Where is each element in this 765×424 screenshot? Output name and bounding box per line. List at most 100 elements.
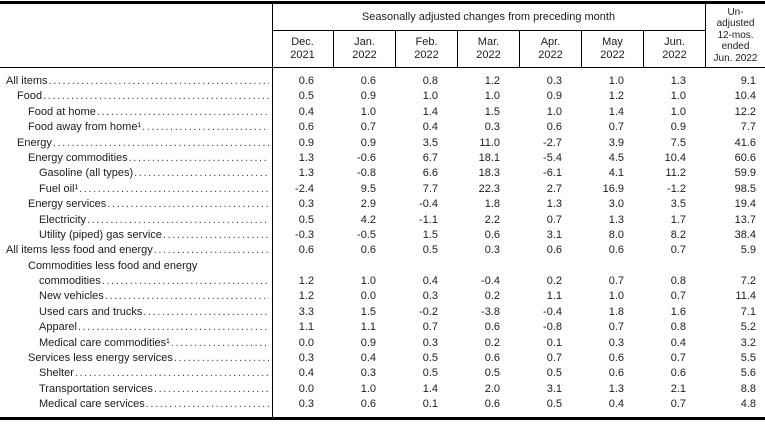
value-cell: 19.4 bbox=[734, 198, 756, 211]
row-label: commodities bbox=[39, 275, 101, 288]
value-cell: 0.6 bbox=[546, 244, 562, 257]
row-label: Utility (piped) gas service bbox=[39, 228, 162, 241]
value-cell: 0.5 bbox=[298, 213, 314, 226]
value-cell: 2.2 bbox=[484, 213, 500, 226]
row-label: New vehicles bbox=[39, 290, 104, 303]
value-cell: 8.8 bbox=[740, 382, 756, 395]
value-cell: 41.6 bbox=[734, 136, 756, 149]
row-label-cell: Gasoline (all types) bbox=[0, 166, 272, 181]
value-cell: 0.8 bbox=[422, 75, 438, 87]
leader-dots bbox=[146, 397, 269, 412]
month-header-dec: Dec. 2021 bbox=[272, 31, 334, 67]
year-label: 2022 bbox=[538, 49, 563, 61]
leader-dots bbox=[174, 351, 269, 366]
leader-dots bbox=[87, 213, 269, 228]
value-cell: 1.1 bbox=[546, 290, 562, 303]
value-cell bbox=[272, 259, 334, 274]
value-cell: 1.2 bbox=[608, 90, 624, 103]
value-cell: 0.0 bbox=[298, 336, 314, 349]
value-cell: 0.6 bbox=[608, 244, 624, 257]
value-cell: 0.6 bbox=[546, 121, 562, 134]
table-row: Apparel 1.1 1.1 0.7 0.6 -0.8 0.7 0.8 5.2 bbox=[0, 320, 765, 335]
table-rule-bottom bbox=[0, 417, 765, 420]
value-cell: 7.1 bbox=[740, 305, 756, 318]
value-cell: 0.7 bbox=[608, 321, 624, 334]
row-label-cell: Services less energy services bbox=[0, 351, 272, 366]
value-cell: 0.7 bbox=[360, 121, 376, 134]
table-row: Fuel oil¹ -2.4 9.5 7.7 22.3 2.7 16.9 -1.2 98.5 bbox=[0, 182, 765, 197]
value-cell: 1.6 bbox=[670, 305, 686, 318]
value-cell: -0.8 bbox=[357, 167, 376, 180]
leader-dots bbox=[43, 89, 269, 104]
value-cell: 1.4 bbox=[422, 105, 438, 118]
value-cell: 0.7 bbox=[546, 352, 562, 365]
value-cell: 1.8 bbox=[608, 305, 624, 318]
value-cell: 1.3 bbox=[608, 382, 624, 395]
value-cell: 0.5 bbox=[484, 367, 500, 380]
unadjusted-header-line: Un- bbox=[727, 6, 744, 18]
value-cell bbox=[520, 259, 582, 274]
value-cell: 1.2 bbox=[298, 290, 314, 303]
value-cell: 1.0 bbox=[360, 275, 376, 288]
value-cell: 11.2 bbox=[665, 167, 686, 180]
value-cell: 0.5 bbox=[422, 352, 438, 365]
row-label: All items less food and energy bbox=[6, 244, 153, 257]
value-cell: 0.6 bbox=[298, 75, 314, 87]
value-cell: 7.7 bbox=[740, 121, 756, 134]
row-label-cell: Medical care services bbox=[0, 397, 272, 412]
row-label-cell: Electricity bbox=[0, 213, 272, 228]
unadjusted-header-line: ended bbox=[721, 41, 750, 53]
row-label: Medical care commodities¹ bbox=[39, 336, 170, 349]
seasonally-adjusted-title: Seasonally adjusted changes from precedi… bbox=[272, 4, 705, 31]
row-label-cell: New vehicles bbox=[0, 289, 272, 304]
value-cell: 1.3 bbox=[608, 213, 624, 226]
row-label-cell: Energy bbox=[0, 136, 272, 151]
month-label: Mar. bbox=[477, 36, 500, 48]
value-cell: 3.5 bbox=[670, 198, 686, 211]
row-label-cell: Fuel oil¹ bbox=[0, 182, 272, 197]
row-label-cell: Commodities less food and energy bbox=[0, 259, 272, 274]
leader-dots bbox=[134, 166, 269, 181]
value-cell: 1.1 bbox=[360, 321, 376, 334]
value-cell: -0.2 bbox=[419, 305, 438, 318]
row-label-cell: Apparel bbox=[0, 320, 272, 335]
value-cell: 3.1 bbox=[546, 228, 562, 241]
value-cell: 5.6 bbox=[740, 367, 756, 380]
value-cell: 5.9 bbox=[740, 244, 756, 257]
value-cell: 1.0 bbox=[484, 90, 500, 103]
table-row: Energy commodities 1.3 -0.6 6.7 18.1 -5.4 4.5 1… bbox=[0, 151, 765, 166]
value-cell: 3.9 bbox=[608, 136, 624, 149]
row-label: Transportation services bbox=[39, 382, 153, 395]
value-cell: 1.5 bbox=[422, 228, 438, 241]
month-label: Dec. bbox=[291, 36, 314, 48]
value-cell: 0.1 bbox=[546, 336, 562, 349]
value-cell: -3.8 bbox=[481, 305, 500, 318]
table-rule-top bbox=[0, 1, 765, 4]
row-label-cell: Transportation services bbox=[0, 382, 272, 397]
value-cell: 0.4 bbox=[422, 275, 438, 288]
value-cell: 4.2 bbox=[360, 213, 376, 226]
month-header-apr: Apr. 2022 bbox=[520, 31, 582, 67]
row-label: Gasoline (all types) bbox=[39, 167, 134, 180]
value-cell: 0.5 bbox=[546, 398, 562, 411]
value-cell: 9.5 bbox=[360, 182, 376, 195]
value-cell: 5.5 bbox=[740, 352, 756, 365]
value-cell: 1.7 bbox=[670, 213, 686, 226]
value-cell: -0.4 bbox=[481, 275, 500, 288]
value-cell: 18.1 bbox=[478, 151, 500, 164]
table-body: All items 0.6 0.6 0.8 1.2 0.3 1.0 1.3 9.1 Food 0.5… bbox=[0, 68, 765, 413]
row-label: Food bbox=[17, 90, 43, 103]
table-row: Food at home 0.4 1.0 1.4 1.5 1.0 1.4 1.0 12.2 bbox=[0, 105, 765, 120]
month-label: Feb. bbox=[415, 36, 438, 48]
table-row: Utility (piped) gas service -0.3 -0.5 1.5 0.… bbox=[0, 228, 765, 243]
row-label: Apparel bbox=[39, 321, 77, 334]
value-cell: 0.9 bbox=[546, 90, 562, 103]
value-cell: -1.1 bbox=[419, 213, 438, 226]
table-row: Transportation services 0.0 1.0 1.4 2.0 3.1 1.… bbox=[0, 382, 765, 397]
value-cell: 0.1 bbox=[422, 398, 438, 411]
value-cell: 0.3 bbox=[484, 244, 500, 257]
value-cell: 0.3 bbox=[546, 75, 562, 87]
value-cell: 0.4 bbox=[608, 398, 624, 411]
unadjusted-header-line: Jun. 2022 bbox=[713, 52, 758, 64]
